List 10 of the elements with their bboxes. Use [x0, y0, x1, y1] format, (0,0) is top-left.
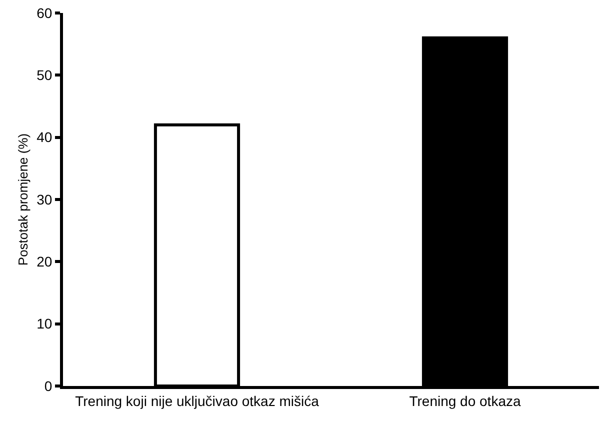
y-tick-label: 30 — [36, 191, 52, 208]
y-tick-label: 40 — [36, 129, 52, 146]
x-tick-label: Trening koji nije uključivao otkaz mišića — [75, 392, 320, 409]
y-tick-label: 50 — [36, 67, 52, 84]
y-tick-label: 0 — [44, 378, 52, 394]
y-tick-label: 10 — [36, 316, 52, 332]
x-tick-label: Trening do otkaza — [409, 392, 521, 409]
y-tick-label: 60 — [36, 4, 52, 21]
y-tick-label: 20 — [36, 254, 52, 270]
y-axis-title: Postotak promjene (%) — [16, 133, 31, 266]
